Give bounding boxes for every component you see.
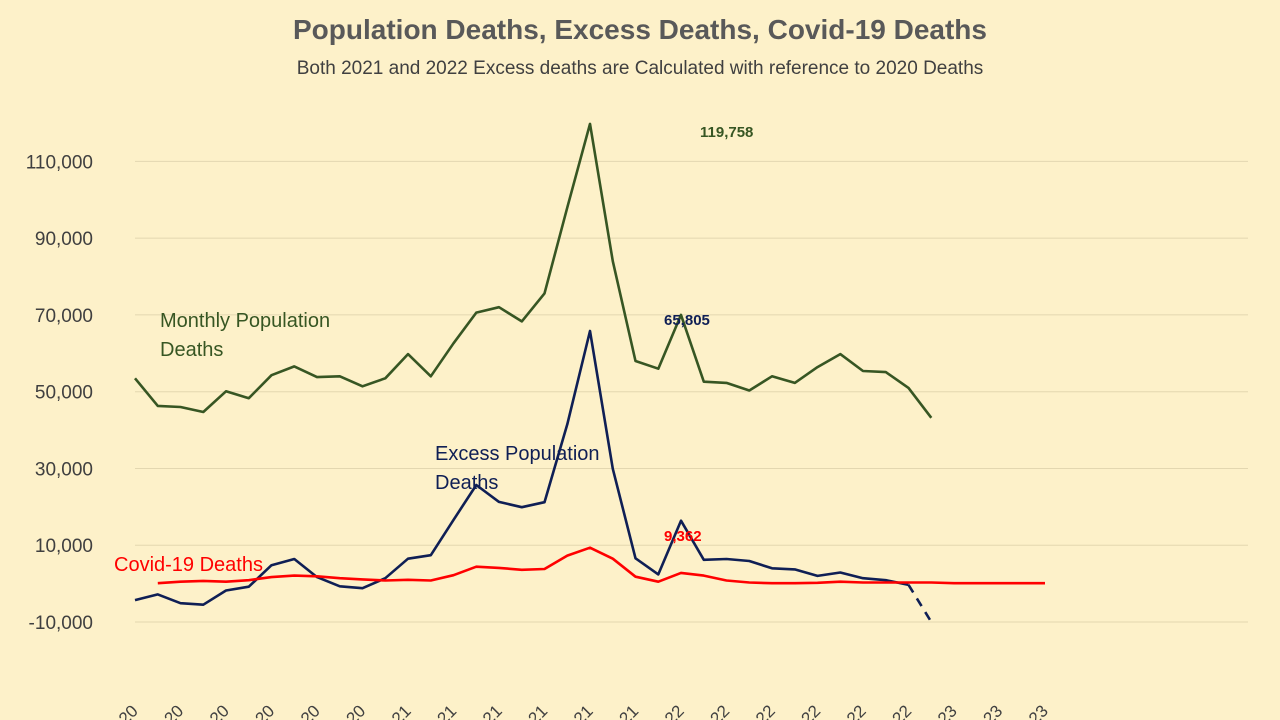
series-0 bbox=[133, 122, 933, 419]
x-tick-label: Jul-22 bbox=[778, 701, 824, 720]
series-line bbox=[133, 122, 933, 419]
series-1 bbox=[134, 329, 933, 623]
grid-lines bbox=[135, 160, 1248, 623]
x-tick-label: May-21 bbox=[452, 701, 506, 720]
x-tick-label: Sep-20 bbox=[272, 701, 324, 720]
x-tick-label: Nov-21 bbox=[590, 701, 642, 720]
series-2 bbox=[157, 546, 1045, 585]
x-tick-label: Sep-21 bbox=[545, 701, 597, 720]
y-tick-label: 110,000 bbox=[26, 152, 93, 173]
series-label-covid: Covid-19 Deaths bbox=[114, 554, 263, 576]
chart-subtitle: Both 2021 and 2022 Excess deaths are Cal… bbox=[296, 58, 984, 79]
y-tick-label: 90,000 bbox=[35, 229, 93, 250]
y-tick-label: 70,000 bbox=[35, 306, 93, 327]
x-tick-label: Mar-21 bbox=[409, 701, 461, 720]
x-tick-label: Sep-22 bbox=[818, 701, 870, 720]
x-tick-label: Jan-21 bbox=[365, 701, 415, 720]
x-tick-label: Jan-20 bbox=[92, 701, 142, 720]
y-tick-label: 30,000 bbox=[35, 459, 93, 480]
y-tick-label: 50,000 bbox=[35, 383, 93, 404]
x-tick-label: Nov-20 bbox=[317, 701, 369, 720]
series-label-excess-2: Deaths bbox=[435, 472, 498, 494]
y-tick-label: -10,000 bbox=[29, 613, 93, 634]
series-line bbox=[134, 329, 909, 607]
series-label-monthly-2: Deaths bbox=[160, 339, 223, 361]
chart-title: Population Deaths, Excess Deaths, Covid-… bbox=[293, 14, 987, 45]
series-lines bbox=[133, 122, 1045, 623]
x-tick-label: May-23 bbox=[998, 701, 1052, 720]
series-label-excess-1: Excess Population bbox=[435, 443, 600, 465]
peak-label-covid: 9,362 bbox=[664, 528, 702, 545]
series-label-monthly-1: Monthly Population bbox=[160, 310, 330, 332]
peak-label-excess: 65,805 bbox=[664, 312, 710, 329]
series-line bbox=[157, 546, 1045, 585]
x-tick-label: Jan-22 bbox=[638, 701, 688, 720]
x-tick-label: May-22 bbox=[725, 701, 779, 720]
x-tick-label: Jan-23 bbox=[911, 701, 961, 720]
x-tick-label: Nov-22 bbox=[863, 701, 915, 720]
x-tick-label: May-20 bbox=[179, 701, 233, 720]
peak-label-monthly: 119,758 bbox=[700, 124, 753, 141]
x-tick-label: Jul-21 bbox=[505, 701, 551, 720]
x-tick-label: Mar-20 bbox=[136, 701, 188, 720]
x-tick-label: Mar-23 bbox=[955, 701, 1007, 720]
series-line-projection bbox=[907, 584, 933, 623]
y-tick-label: 10,000 bbox=[35, 536, 93, 557]
x-axis-ticks: Jan-20Mar-20May-20Jul-20Sep-20Nov-20Jan-… bbox=[92, 701, 1052, 720]
y-axis-ticks: -10,000 10,000 30,000 50,000 70,000 90,000 110… bbox=[26, 152, 93, 634]
x-tick-label: Mar-22 bbox=[682, 701, 734, 720]
x-tick-label: Jul-20 bbox=[232, 701, 278, 720]
